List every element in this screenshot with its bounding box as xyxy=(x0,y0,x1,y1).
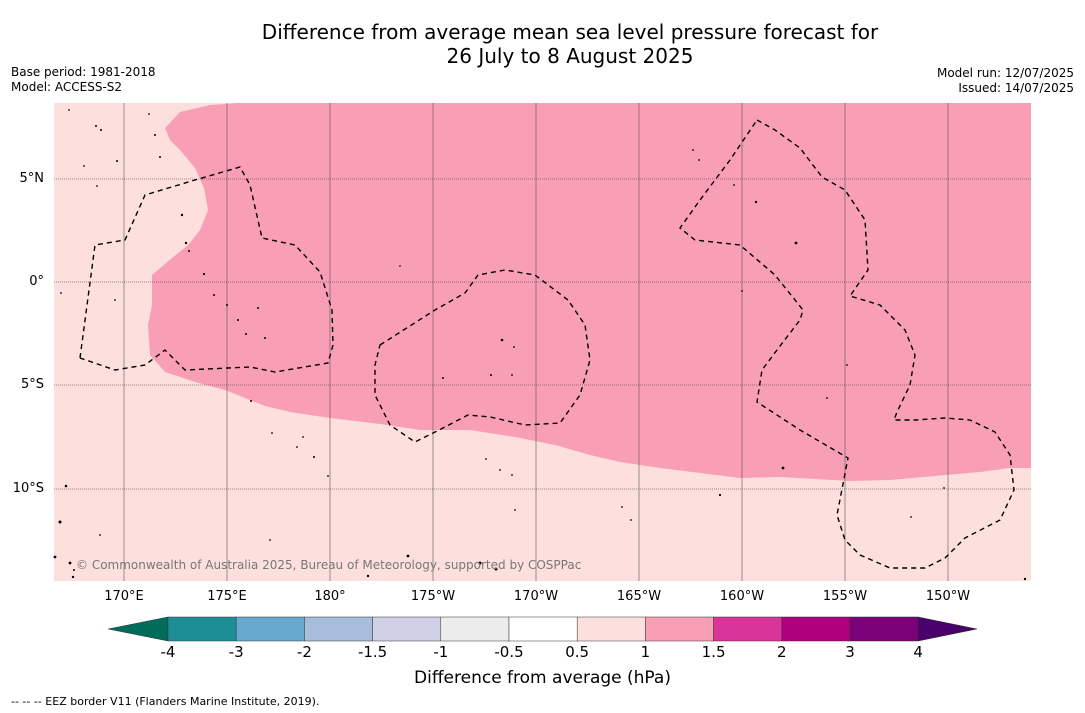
colorbar-segment xyxy=(304,616,373,642)
lat-label-10s: 10°S xyxy=(12,481,44,496)
colorbar-tick-label: -1 xyxy=(433,643,449,661)
colorbar-tick-label: -1.5 xyxy=(357,643,388,661)
eez-kiribati-gilbert xyxy=(79,166,334,373)
lon-label-160w: 160°W xyxy=(719,589,765,604)
copyright-notice: © Commonwealth of Australia 2025, Bureau… xyxy=(76,558,582,572)
colorbar-segment xyxy=(372,616,442,642)
run-info: Model run: 12/07/2025 Issued: 14/07/2025 xyxy=(937,66,1074,96)
lat-label-5n: 5°N xyxy=(19,171,45,186)
colorbar-over-arrow xyxy=(917,616,978,642)
eez-phoenix xyxy=(374,269,591,443)
title-line-1: Difference from average mean sea level p… xyxy=(261,20,879,44)
latitude-lines xyxy=(54,178,1031,490)
colorbar-segment xyxy=(508,616,578,642)
eez-line-islands xyxy=(679,119,1015,569)
anomaly-region-1-1.5 xyxy=(148,103,1031,481)
lon-label-165w: 165°W xyxy=(616,589,662,604)
islands xyxy=(53,109,1027,581)
colorbar-segment xyxy=(235,616,305,642)
colorbar-tick-label: 2 xyxy=(777,643,787,661)
lat-label-5s: 5°S xyxy=(20,377,44,392)
graticule xyxy=(123,103,949,581)
colorbar-tick-label: 1.5 xyxy=(701,643,726,661)
colorbar-tick-label: -2 xyxy=(296,643,312,661)
colorbar-tick-label: -0.5 xyxy=(494,643,524,661)
colorbar-segment xyxy=(713,616,783,642)
colorbar-tick-label: 0.5 xyxy=(565,643,590,661)
colorbar-tick-label: -4 xyxy=(160,643,176,661)
model-run: Model run: 12/07/2025 xyxy=(936,66,1074,80)
colorbar-tick-label: 4 xyxy=(913,643,923,661)
colorbar-tick-label: 3 xyxy=(845,643,855,661)
model-name: Model: ACCESS-S2 xyxy=(11,80,123,94)
map-title: Difference from average mean sea level p… xyxy=(0,20,1085,68)
colorbar-segment xyxy=(781,616,851,642)
lon-label-175w: 175°W xyxy=(410,589,456,604)
issued-date: Issued: 14/07/2025 xyxy=(958,81,1074,95)
lon-label-155w: 155°W xyxy=(822,589,868,604)
colorbar xyxy=(107,616,978,642)
eez-legend: -- -- -- EEZ border V11 (Flanders Marine… xyxy=(11,695,320,708)
lat-label-0: 0° xyxy=(29,274,44,289)
lon-label-170w: 170°W xyxy=(513,589,559,604)
eez-borders xyxy=(79,119,1015,569)
colorbar-under-arrow xyxy=(107,616,169,642)
colorbar-tick-label: -3 xyxy=(228,643,244,661)
colorbar-segment xyxy=(576,616,646,642)
colorbar-tick-label: 1 xyxy=(640,643,651,661)
lon-label-180: 180° xyxy=(314,589,346,604)
colorbar-label: Difference from average (hPa) xyxy=(414,668,671,688)
colorbar-segment xyxy=(440,616,510,642)
lon-label-170e: 170°E xyxy=(104,589,144,604)
base-info: Base period: 1981-2018 Model: ACCESS-S2 xyxy=(11,65,156,95)
colorbar-segment xyxy=(167,616,237,642)
colorbar-segment xyxy=(849,616,919,642)
title-line-2: 26 July to 8 August 2025 xyxy=(446,44,694,68)
lon-label-175e: 175°E xyxy=(207,589,247,604)
base-period: Base period: 1981-2018 xyxy=(11,65,156,79)
colorbar-segment xyxy=(645,616,714,642)
lon-label-150w: 150°W xyxy=(925,589,971,604)
